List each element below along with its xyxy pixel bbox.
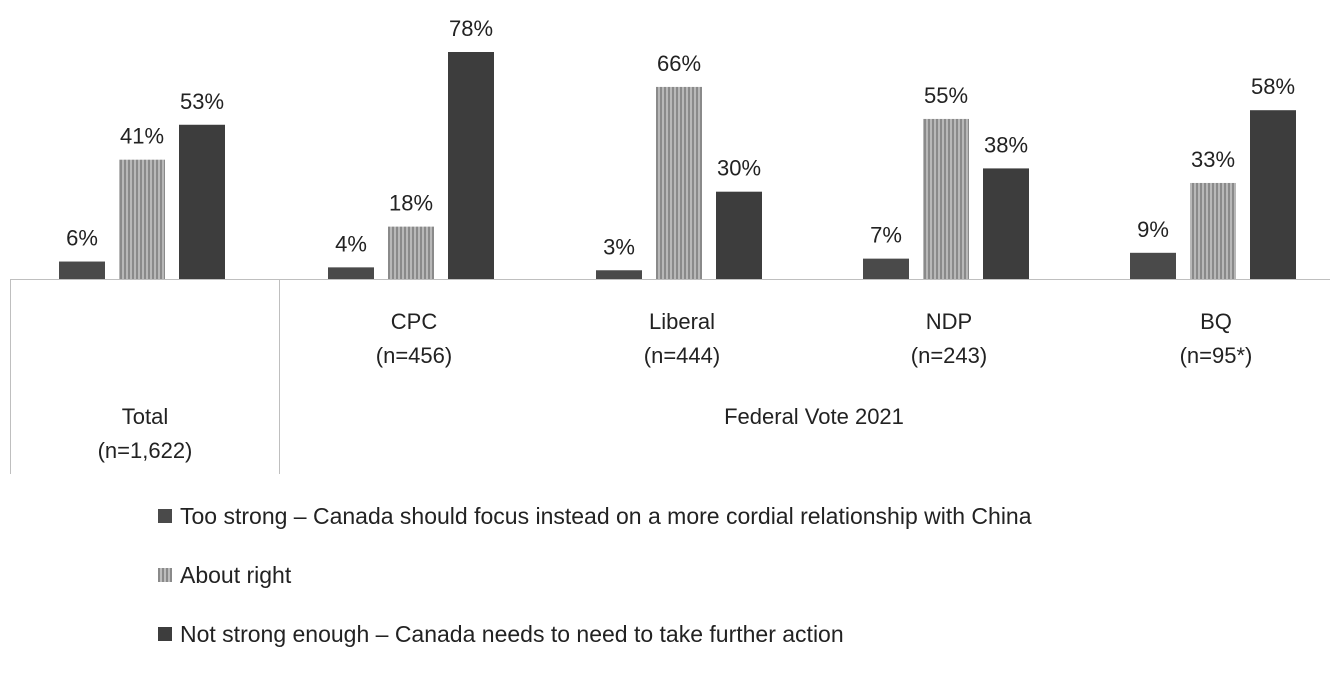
bar-liberal-about-right [656,86,702,279]
legend-swatch-not-strong-enough [158,627,172,641]
legend-swatch-about-right [158,568,172,582]
value-label-cpc-about-right: 18% [389,191,433,216]
category-label-total-n: (n=1,622) [98,438,193,463]
value-label-bq-not-strong-enough: 58% [1251,74,1295,99]
bar-bq-about-right [1190,182,1236,279]
axis-layer [10,279,1330,474]
category-label-liberal-n: (n=444) [644,343,720,368]
bar-chart: 6% 4% 3% 7% 9% 41% 18% 66% 55% 33% 53% 78% 30% 38% 58%… [10,16,1330,474]
bar-cpc-not-strong-enough [448,52,494,279]
legend-label-about-right: About right [180,561,292,588]
legend-item-too-strong: Too strong – Canada should focus instead… [158,502,1308,530]
value-label-liberal-not-strong-enough: 30% [717,156,761,181]
category-label-total-name: Total [122,404,168,429]
legend-item-about-right: About right [158,561,1308,589]
bar-ndp-too-strong [863,258,909,279]
category-label-cpc-n: (n=456) [376,343,452,368]
category-label-cpc-name: CPC [391,309,438,334]
bar-liberal-not-strong-enough [716,191,762,279]
category-label-liberal-name: Liberal [649,309,715,334]
legend-label-not-strong-enough: Not strong enough – Canada needs to need… [180,620,844,647]
value-label-bq-too-strong: 9% [1137,217,1169,242]
legend: Too strong – Canada should focus instead… [158,502,1308,679]
value-label-liberal-about-right: 66% [657,51,701,76]
bar-liberal-too-strong [596,270,642,279]
bar-total-not-strong-enough [179,124,225,279]
bar-ndp-not-strong-enough [983,168,1029,279]
category-label-bq-n: (n=95*) [1180,343,1253,368]
bar-bq-too-strong [1130,252,1176,279]
group-label-federal-vote: Federal Vote 2021 [724,404,904,429]
bar-bq-not-strong-enough [1250,110,1296,279]
value-label-cpc-not-strong-enough: 78% [449,16,493,41]
bar-cpc-too-strong [328,267,374,279]
value-label-ndp-about-right: 55% [924,83,968,108]
category-label-ndp-name: NDP [926,309,972,334]
category-label-ndp-n: (n=243) [911,343,987,368]
bar-total-too-strong [59,261,105,279]
value-label-bq-about-right: 33% [1191,147,1235,172]
category-label-bq-name: BQ [1200,309,1232,334]
value-label-total-about-right: 41% [120,124,164,149]
bar-total-about-right [119,159,165,279]
category-labels-layer: Total (n=1,622) CPC (n=456) Liberal (n=444) ND… [98,309,1253,463]
value-label-total-too-strong: 6% [66,226,98,251]
value-label-total-not-strong-enough: 53% [180,89,224,114]
bar-ndp-about-right [923,118,969,279]
legend-item-not-strong-enough: Not strong enough – Canada needs to need… [158,620,1308,648]
value-labels-layer: 6% 4% 3% 7% 9% 41% 18% 66% 55% 33% 53% 78% 30% 38% 58% [66,16,1295,259]
value-label-cpc-too-strong: 4% [335,231,367,256]
value-label-ndp-too-strong: 7% [870,223,902,248]
value-label-liberal-too-strong: 3% [603,234,635,259]
bar-cpc-about-right [388,226,434,279]
legend-swatch-too-strong [158,509,172,523]
legend-label-too-strong: Too strong – Canada should focus instead… [180,502,1032,529]
value-label-ndp-not-strong-enough: 38% [984,132,1028,157]
bars-layer [59,52,1296,279]
